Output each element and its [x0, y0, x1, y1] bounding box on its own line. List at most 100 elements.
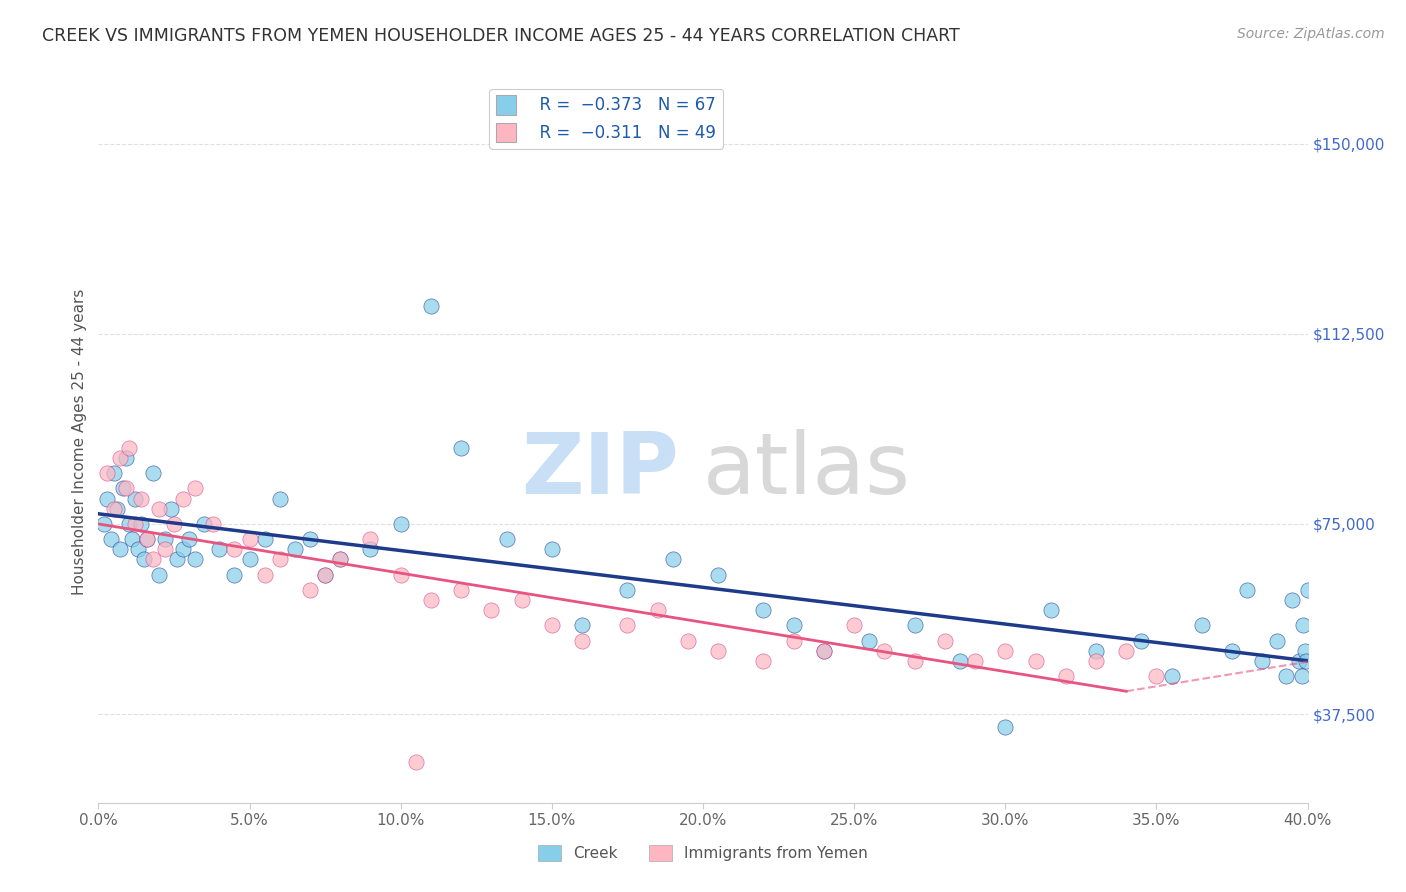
Point	[1054, 669, 1077, 683]
Point	[160, 501, 183, 516]
Text: atlas: atlas	[703, 429, 911, 512]
Point	[1267, 633, 1289, 648]
Point	[142, 552, 165, 566]
Point	[114, 450, 136, 465]
Point	[111, 482, 134, 496]
Point	[1039, 603, 1062, 617]
Point	[1292, 618, 1315, 632]
Point	[253, 567, 276, 582]
Point	[1130, 633, 1153, 648]
Point	[616, 582, 638, 597]
Point	[148, 567, 170, 582]
Point	[129, 491, 152, 506]
Point	[495, 532, 517, 546]
Point	[118, 441, 141, 455]
Point	[1294, 643, 1316, 657]
Point	[93, 516, 115, 531]
Point	[239, 552, 262, 566]
Point	[783, 633, 806, 648]
Point	[184, 552, 207, 566]
Point	[142, 467, 165, 481]
Point	[269, 552, 291, 566]
Point	[676, 633, 699, 648]
Point	[1275, 669, 1298, 683]
Point	[994, 643, 1017, 657]
Point	[783, 618, 806, 632]
Point	[707, 567, 730, 582]
Point	[329, 552, 352, 566]
Point	[108, 542, 131, 557]
Point	[1160, 669, 1182, 683]
Point	[153, 532, 176, 546]
Point	[571, 633, 593, 648]
Point	[616, 618, 638, 632]
Point	[858, 633, 880, 648]
Point	[202, 516, 225, 531]
Point	[949, 654, 972, 668]
Point	[314, 567, 336, 582]
Point	[127, 542, 149, 557]
Point	[405, 756, 427, 770]
Point	[994, 720, 1017, 734]
Point	[1191, 618, 1213, 632]
Y-axis label: Householder Income Ages 25 - 44 years: Householder Income Ages 25 - 44 years	[72, 288, 87, 595]
Point	[193, 516, 215, 531]
Point	[752, 654, 775, 668]
Point	[934, 633, 956, 648]
Point	[571, 618, 593, 632]
Point	[360, 542, 382, 557]
Point	[148, 501, 170, 516]
Point	[103, 501, 125, 516]
Point	[96, 467, 118, 481]
Point	[707, 643, 730, 657]
Point	[965, 654, 987, 668]
Point	[224, 567, 246, 582]
Point	[253, 532, 276, 546]
Point	[813, 643, 835, 657]
Point	[873, 643, 896, 657]
Point	[135, 532, 157, 546]
Legend: Creek, Immigrants from Yemen: Creek, Immigrants from Yemen	[533, 839, 873, 867]
Point	[752, 603, 775, 617]
Point	[844, 618, 866, 632]
Point	[269, 491, 291, 506]
Point	[360, 532, 382, 546]
Point	[179, 532, 201, 546]
Point	[299, 582, 322, 597]
Text: CREEK VS IMMIGRANTS FROM YEMEN HOUSEHOLDER INCOME AGES 25 - 44 YEARS CORRELATION: CREEK VS IMMIGRANTS FROM YEMEN HOUSEHOLD…	[42, 27, 960, 45]
Point	[481, 603, 503, 617]
Point	[172, 542, 194, 557]
Point	[420, 593, 443, 607]
Point	[904, 618, 927, 632]
Point	[172, 491, 194, 506]
Point	[1281, 593, 1303, 607]
Point	[118, 516, 141, 531]
Point	[510, 593, 533, 607]
Point	[166, 552, 188, 566]
Point	[647, 603, 669, 617]
Point	[1115, 643, 1137, 657]
Point	[284, 542, 307, 557]
Point	[96, 491, 118, 506]
Point	[100, 532, 122, 546]
Point	[124, 516, 146, 531]
Point	[1085, 643, 1108, 657]
Point	[239, 532, 262, 546]
Point	[1085, 654, 1108, 668]
Point	[208, 542, 231, 557]
Point	[1288, 654, 1310, 668]
Point	[1220, 643, 1243, 657]
Point	[420, 299, 443, 313]
Point	[1236, 582, 1258, 597]
Point	[329, 552, 352, 566]
Point	[813, 643, 835, 657]
Point	[132, 552, 155, 566]
Point	[135, 532, 157, 546]
Point	[1295, 654, 1317, 668]
Point	[105, 501, 128, 516]
Point	[450, 441, 472, 455]
Point	[540, 542, 562, 557]
Point	[1291, 669, 1313, 683]
Point	[153, 542, 176, 557]
Text: ZIP: ZIP	[522, 429, 679, 512]
